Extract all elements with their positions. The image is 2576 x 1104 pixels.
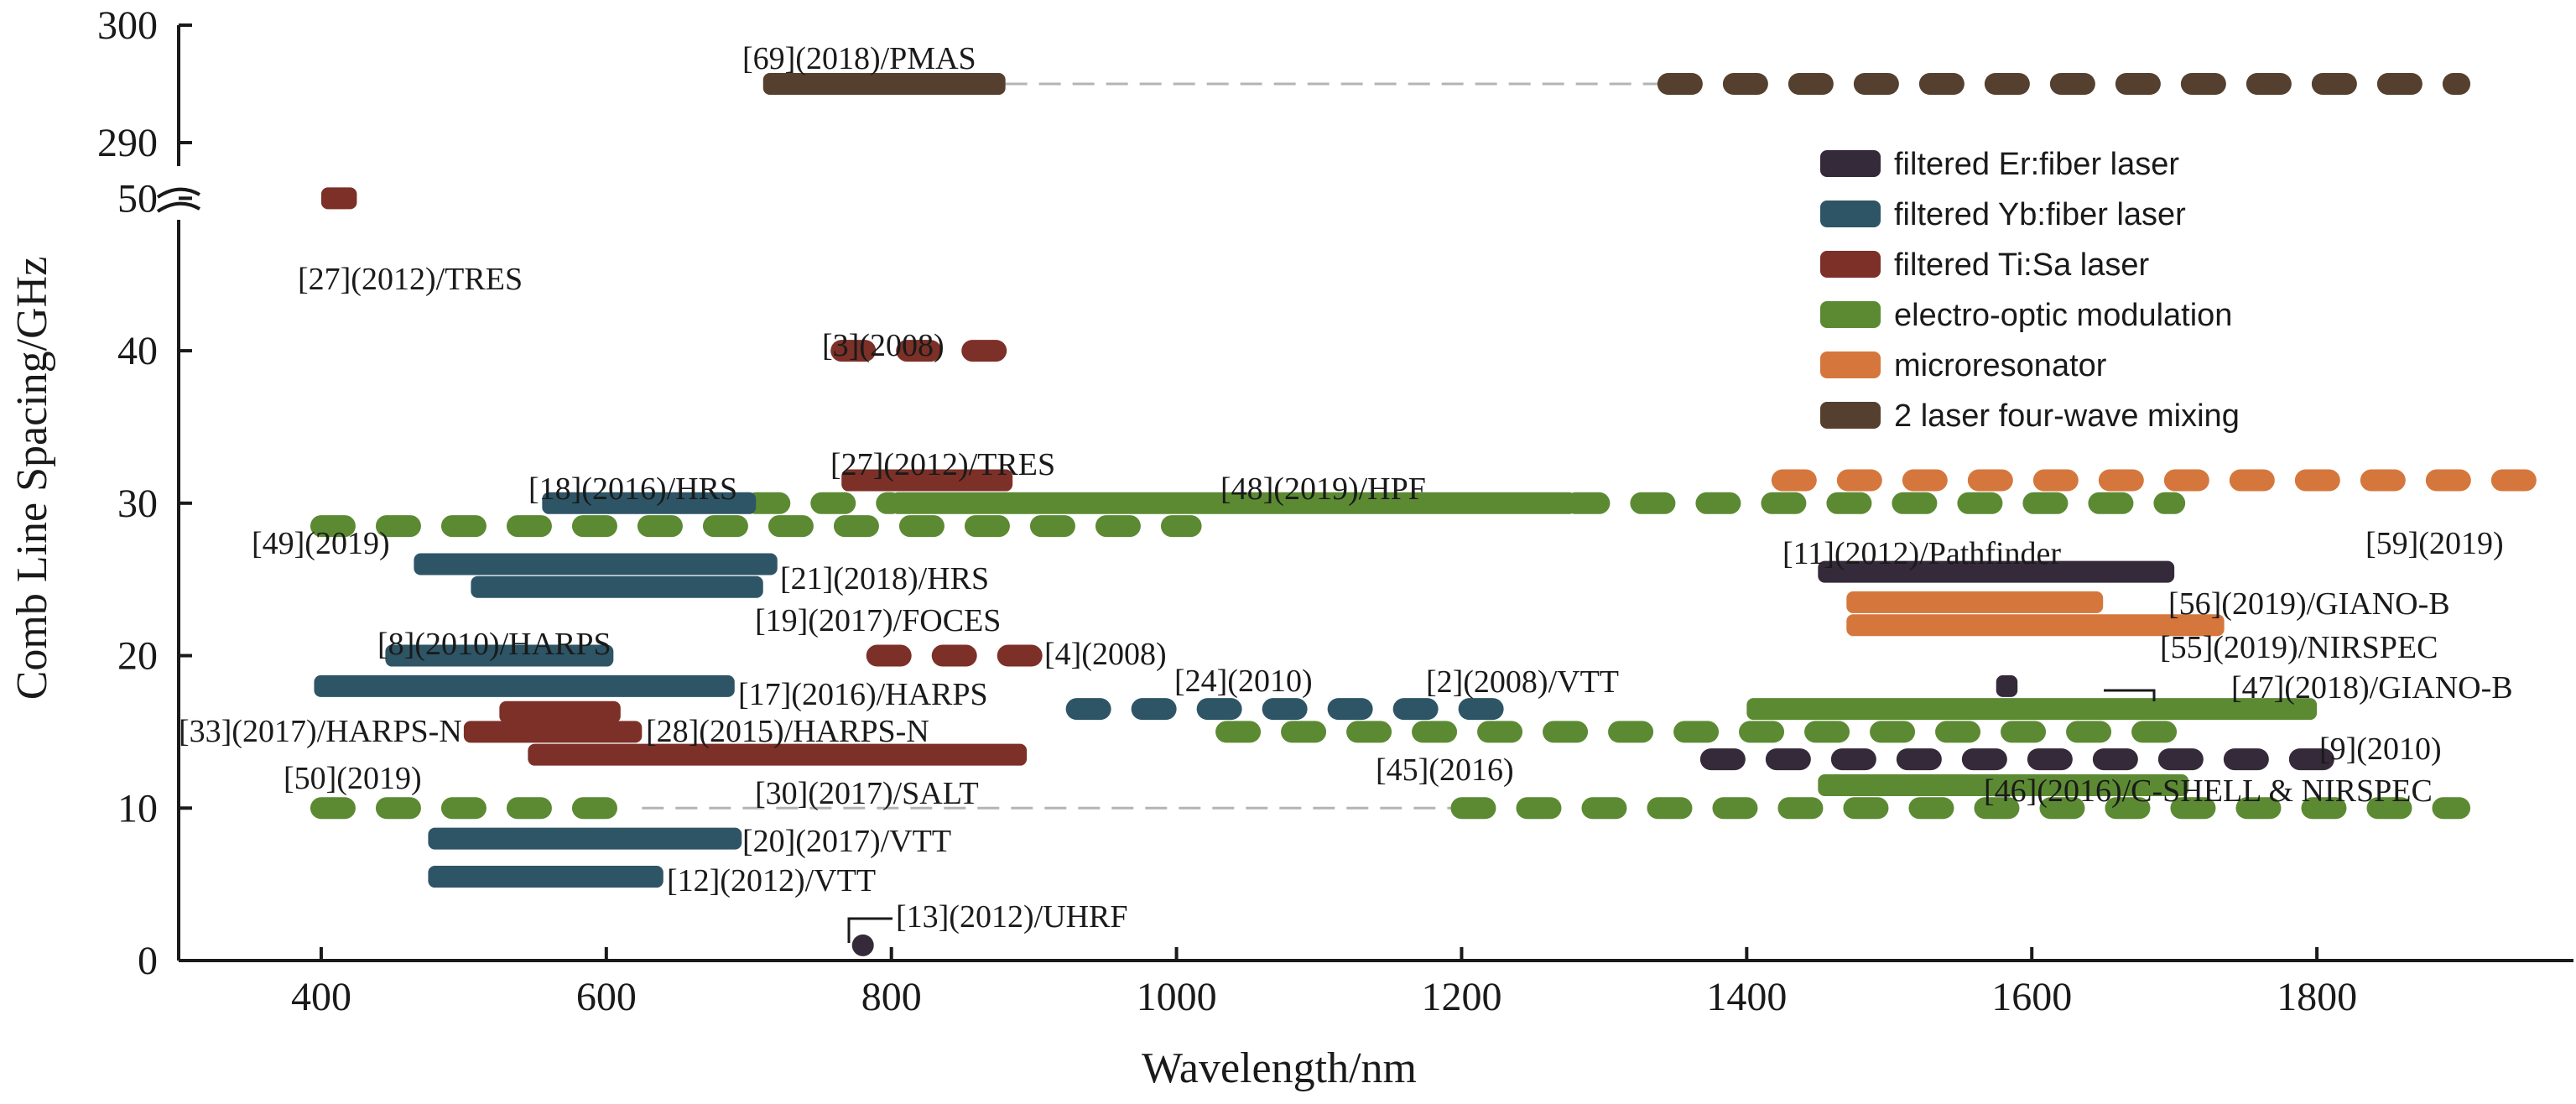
- y-tick-label: 20: [117, 634, 158, 679]
- series-label: [56](2019)/GIANO-B: [2168, 586, 2450, 622]
- series-label: [19](2017)/FOCES: [755, 603, 1001, 638]
- legend-label: filtered Yb:fiber laser: [1894, 197, 2186, 232]
- x-tick-label: 1400: [1706, 975, 1787, 1019]
- series-label: [33](2017)/HARPS-N: [179, 714, 462, 749]
- series-label: [21](2018)/HRS: [780, 561, 989, 596]
- series-label: [50](2019): [284, 761, 422, 796]
- series-bar: [428, 827, 742, 850]
- series-bar: [471, 575, 763, 598]
- y-tick-label: 290: [97, 121, 158, 165]
- series-label: [49](2019): [252, 526, 390, 561]
- series-label: [30](2017)/SALT: [755, 776, 979, 811]
- series-label: [13](2012)/UHRF: [896, 899, 1128, 935]
- series-label: [4](2008): [1044, 637, 1167, 672]
- axis-break-mark: [156, 187, 200, 213]
- bars-layer: [310, 73, 2571, 956]
- series-bar: [385, 644, 614, 667]
- leader-line: [847, 917, 892, 943]
- series-label: [11](2012)/Pathfinder: [1782, 536, 2061, 571]
- y-tick-label: 300: [97, 3, 158, 48]
- y-tick-label: 40: [117, 329, 158, 373]
- series-label: [46](2016)/C-SHELL & NIRSPEC: [1984, 773, 2433, 809]
- series-label: [69](2018)/PMAS: [742, 41, 976, 76]
- x-tick-label: 1200: [1421, 975, 1501, 1019]
- x-tick-label: 1000: [1137, 975, 1217, 1019]
- x-tick-label: 1800: [2277, 975, 2357, 1019]
- legend-swatch: [1820, 200, 1881, 227]
- series-bar: [499, 700, 621, 723]
- series-point: [851, 934, 874, 956]
- series-bar: [1846, 614, 2225, 637]
- y-tick-label: 50: [117, 176, 158, 221]
- series-label: [48](2019)/HPF: [1220, 471, 1426, 507]
- series-label: [20](2017)/VTT: [742, 824, 951, 859]
- y-tick-label: 30: [117, 482, 158, 526]
- legend-swatch: [1820, 402, 1881, 429]
- series-label: [55](2019)/NIRSPEC: [2160, 630, 2438, 665]
- x-tick-label: 400: [291, 975, 351, 1019]
- axes-layer: 400 600 800 1000 1200 1400 1600 1800 0 10 20 30 40 50…: [8, 3, 2573, 1092]
- series-bar: [1846, 591, 2104, 613]
- series-bar: [1818, 774, 2189, 797]
- series-label: [47](2018)/GIANO-B: [2231, 670, 2513, 706]
- series-bar: [1996, 674, 2018, 697]
- series-label: [8](2010)/HARPS: [377, 627, 611, 662]
- x-axis-title: Wavelength/nm: [1142, 1044, 1417, 1092]
- series-label: [27](2012)/TRES: [298, 262, 523, 297]
- labels-layer: [69](2018)/PMAS [27](2012)/TRES [3](2008) […: [179, 41, 2513, 943]
- series-label: [2](2008)/VTT: [1426, 664, 1619, 700]
- series-label: [59](2019): [2365, 526, 2504, 561]
- series-label: [18](2016)/HRS: [528, 471, 737, 507]
- series-label: [17](2016)/HARPS: [738, 677, 988, 712]
- series-label: [45](2016): [1376, 752, 1514, 788]
- series-label: [12](2012)/VTT: [667, 863, 876, 898]
- legend-swatch: [1820, 301, 1881, 328]
- legend-label: electro-optic modulation: [1894, 298, 2232, 333]
- leader-line: [2104, 689, 2156, 701]
- legend-swatch: [1820, 150, 1881, 177]
- series-bar: [414, 553, 778, 575]
- x-tick-label: 1600: [1991, 975, 2072, 1019]
- series-bar: [320, 187, 357, 210]
- series-label: [24](2010): [1174, 664, 1313, 699]
- series-bar: [542, 492, 757, 514]
- series-bar: [463, 721, 643, 743]
- legend-label: filtered Ti:Sa laser: [1894, 247, 2149, 283]
- series-bar: [762, 73, 1006, 95]
- series-label: [9](2010): [2319, 732, 2442, 767]
- legend-label: filtered Er:fiber laser: [1894, 147, 2179, 182]
- series-label: [3](2008): [822, 328, 945, 363]
- series-bar: [528, 743, 1028, 766]
- series-bar: [1746, 698, 2318, 721]
- series-label: [28](2015)/HARPS-N: [646, 714, 929, 749]
- series-bar: [314, 674, 735, 697]
- legend: filtered Er:fiber laser filtered Yb:fiber…: [1820, 147, 2240, 434]
- x-tick-label: 800: [861, 975, 922, 1019]
- y-axis-title: Comb Line Spacing/GHz: [8, 257, 56, 700]
- legend-label: microresonator: [1894, 348, 2107, 383]
- series-bar: [1818, 560, 2175, 583]
- y-tick-label: 10: [117, 786, 158, 831]
- legend-label: 2 laser four-wave mixing: [1894, 398, 2240, 434]
- y-tick-label: 0: [138, 939, 158, 983]
- x-tick-label: 600: [576, 975, 637, 1019]
- legend-swatch: [1820, 251, 1881, 278]
- series-bar: [891, 492, 1576, 514]
- series-bar: [428, 866, 664, 888]
- legend-swatch: [1820, 352, 1881, 378]
- series-label: [27](2012)/TRES: [830, 447, 1055, 482]
- series-bar: [841, 469, 1013, 492]
